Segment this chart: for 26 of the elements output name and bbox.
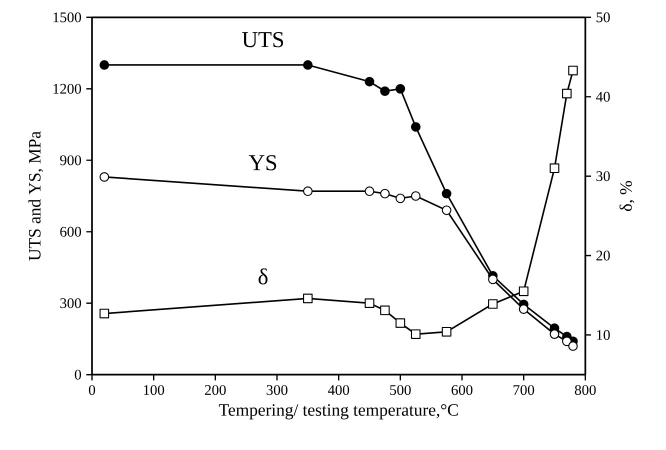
y-tick-label: 300 bbox=[60, 298, 82, 308]
x-tick-label: 600 bbox=[452, 385, 472, 395]
x-axis-title: Tempering/ testing temperature,°C bbox=[218, 404, 458, 420]
y2-tick-label: 20 bbox=[596, 250, 610, 261]
x-tick-label: 100 bbox=[144, 385, 164, 395]
y2-tick-label: 50 bbox=[596, 12, 610, 22]
y-tick-label: 0 bbox=[74, 370, 82, 380]
x-tick-label: 0 bbox=[88, 385, 96, 395]
series-label: UTS bbox=[242, 32, 284, 48]
x-tick-label: 200 bbox=[204, 385, 226, 395]
y-tick-label: 1500 bbox=[54, 12, 82, 22]
x-tick-label: 800 bbox=[574, 385, 596, 395]
x-tick-label: 300 bbox=[266, 385, 288, 395]
x-tick-label: 400 bbox=[328, 385, 350, 395]
y-axis-title: UTS and YS, MPa bbox=[28, 131, 44, 261]
x-tick-label: 700 bbox=[514, 385, 534, 395]
y2-tick-label: 30 bbox=[596, 171, 610, 182]
series-label: δ bbox=[258, 268, 268, 284]
y-tick-label: 600 bbox=[60, 226, 82, 237]
x-tick-label: 500 bbox=[390, 385, 411, 395]
series-label: YS bbox=[248, 155, 276, 170]
y2-tick-label: 10 bbox=[597, 330, 610, 340]
y-tick-label: 900 bbox=[60, 155, 82, 166]
y2-axis-title: δ, % bbox=[620, 180, 634, 211]
y-tick-label: 1200 bbox=[54, 84, 82, 94]
y2-tick-label: 40 bbox=[596, 92, 610, 102]
